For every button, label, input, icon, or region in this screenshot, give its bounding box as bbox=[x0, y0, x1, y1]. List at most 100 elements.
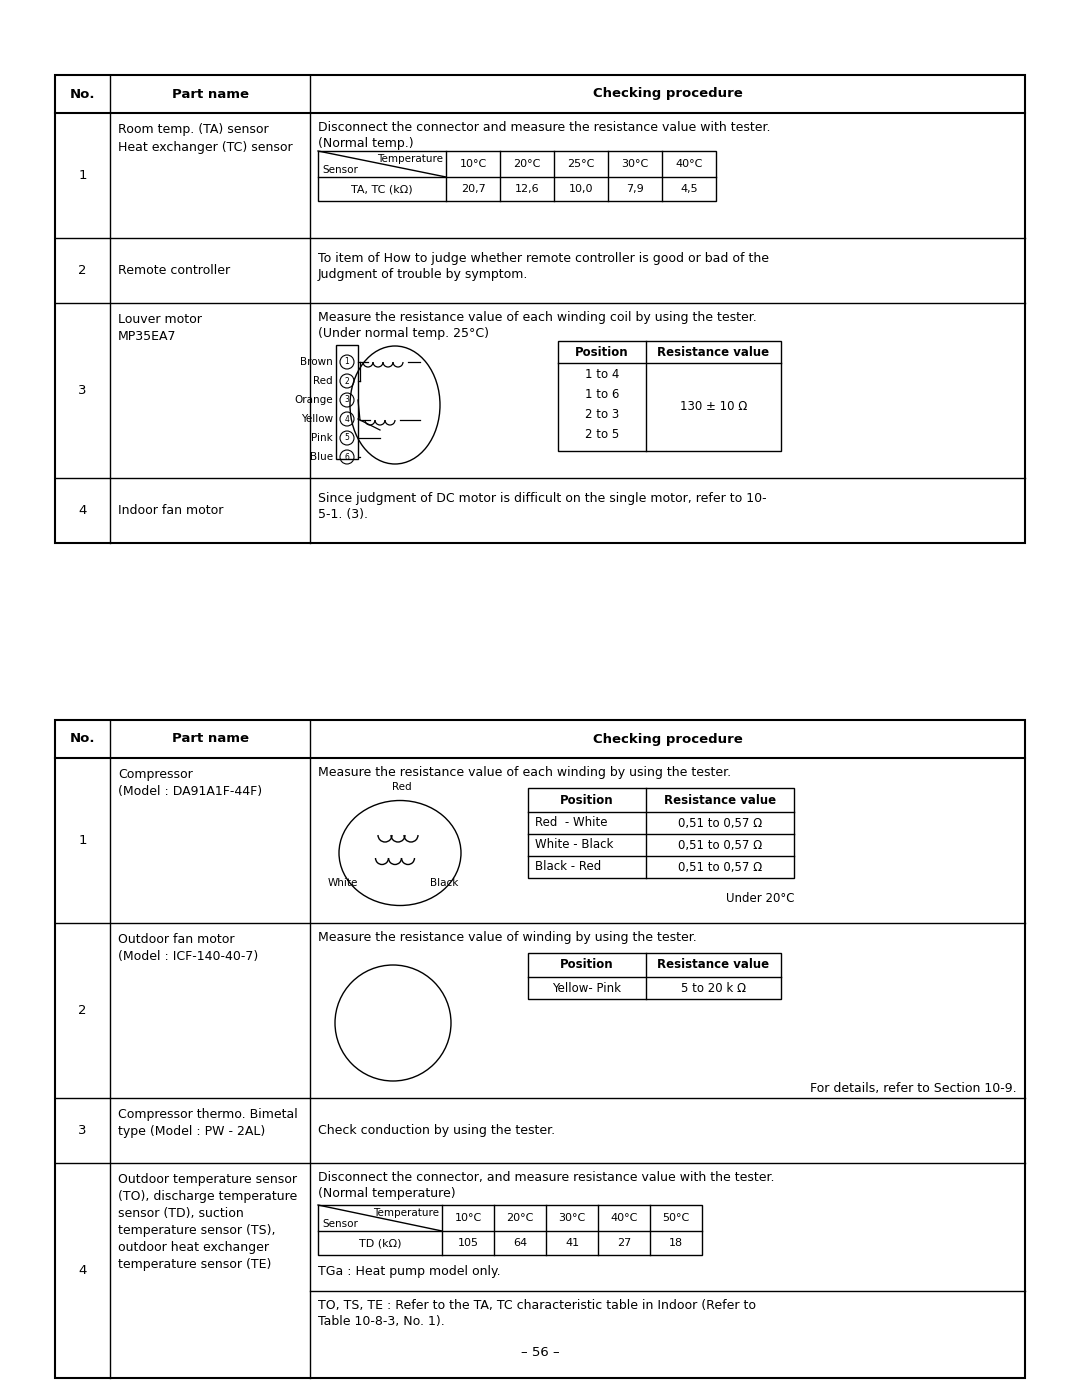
Text: 6: 6 bbox=[345, 453, 350, 461]
Text: Compressor: Compressor bbox=[118, 768, 192, 781]
Text: 0,51 to 0,57 Ω: 0,51 to 0,57 Ω bbox=[678, 838, 762, 852]
Bar bbox=[318, 1206, 702, 1255]
Text: Position: Position bbox=[576, 345, 629, 359]
Text: 30°C: 30°C bbox=[621, 159, 649, 169]
Text: 2 to 5: 2 to 5 bbox=[585, 429, 619, 441]
Text: TD (kΩ): TD (kΩ) bbox=[359, 1238, 402, 1248]
Text: Black: Black bbox=[430, 877, 458, 888]
Bar bbox=[336, 345, 357, 460]
Text: 105: 105 bbox=[458, 1238, 478, 1248]
Text: (Under normal temp. 25°C): (Under normal temp. 25°C) bbox=[318, 327, 489, 339]
Text: 3: 3 bbox=[78, 1125, 86, 1137]
Text: 40°C: 40°C bbox=[675, 159, 703, 169]
Text: Outdoor fan motor: Outdoor fan motor bbox=[118, 933, 234, 946]
Text: 1: 1 bbox=[78, 834, 86, 847]
Text: 5: 5 bbox=[345, 433, 350, 443]
Text: 5 to 20 k Ω: 5 to 20 k Ω bbox=[680, 982, 746, 995]
Text: 2: 2 bbox=[345, 377, 349, 386]
Text: – 56 –: – 56 – bbox=[521, 1345, 559, 1358]
Text: Remote controller: Remote controller bbox=[118, 264, 230, 277]
Text: Checking procedure: Checking procedure bbox=[593, 732, 742, 746]
Text: temperature sensor (TE): temperature sensor (TE) bbox=[118, 1259, 271, 1271]
Text: 10°C: 10°C bbox=[459, 159, 487, 169]
Text: TO, TS, TE : Refer to the TA, TC characteristic table in Indoor (Refer to: TO, TS, TE : Refer to the TA, TC charact… bbox=[318, 1299, 756, 1312]
Text: Part name: Part name bbox=[172, 88, 248, 101]
Text: Table 10-8-3, No. 1).: Table 10-8-3, No. 1). bbox=[318, 1315, 445, 1329]
Text: Part name: Part name bbox=[172, 732, 248, 746]
Text: temperature sensor (TS),: temperature sensor (TS), bbox=[118, 1224, 275, 1236]
Text: Red: Red bbox=[392, 782, 411, 792]
Text: Black - Red: Black - Red bbox=[535, 861, 602, 873]
Text: Since judgment of DC motor is difficult on the single motor, refer to 10-: Since judgment of DC motor is difficult … bbox=[318, 492, 767, 504]
Text: Check conduction by using the tester.: Check conduction by using the tester. bbox=[318, 1125, 555, 1137]
Text: Resistance value: Resistance value bbox=[658, 958, 770, 971]
Text: Heat exchanger (TC) sensor: Heat exchanger (TC) sensor bbox=[118, 141, 293, 154]
Text: outdoor heat exchanger: outdoor heat exchanger bbox=[118, 1241, 269, 1255]
Text: Disconnect the connector, and measure resistance value with the tester.: Disconnect the connector, and measure re… bbox=[318, 1171, 774, 1185]
Text: 4,5: 4,5 bbox=[680, 184, 698, 194]
Text: 1: 1 bbox=[345, 358, 349, 366]
Text: 10,0: 10,0 bbox=[569, 184, 593, 194]
Text: 2: 2 bbox=[78, 264, 86, 277]
Text: 2: 2 bbox=[78, 1004, 86, 1017]
Text: Brown: Brown bbox=[300, 358, 333, 367]
Text: No.: No. bbox=[70, 732, 95, 746]
Text: Room temp. (TA) sensor: Room temp. (TA) sensor bbox=[118, 123, 269, 136]
Text: Blue: Blue bbox=[310, 453, 333, 462]
Text: 4: 4 bbox=[79, 1264, 86, 1277]
Text: Measure the resistance value of each winding coil by using the tester.: Measure the resistance value of each win… bbox=[318, 312, 757, 324]
Text: Position: Position bbox=[561, 958, 613, 971]
Text: 20,7: 20,7 bbox=[461, 184, 485, 194]
Text: White - Black: White - Black bbox=[535, 838, 613, 852]
Text: Measure the resistance value of winding by using the tester.: Measure the resistance value of winding … bbox=[318, 930, 697, 944]
Text: 41: 41 bbox=[565, 1238, 579, 1248]
Text: Measure the resistance value of each winding by using the tester.: Measure the resistance value of each win… bbox=[318, 766, 731, 780]
Text: Louver motor: Louver motor bbox=[118, 313, 202, 326]
Text: Disconnect the connector and measure the resistance value with tester.: Disconnect the connector and measure the… bbox=[318, 122, 770, 134]
Text: Checking procedure: Checking procedure bbox=[593, 88, 742, 101]
Text: 0,51 to 0,57 Ω: 0,51 to 0,57 Ω bbox=[678, 861, 762, 873]
Text: 4: 4 bbox=[79, 504, 86, 517]
Text: No.: No. bbox=[70, 88, 95, 101]
Text: (TO), discharge temperature: (TO), discharge temperature bbox=[118, 1190, 297, 1203]
Text: Resistance value: Resistance value bbox=[658, 345, 770, 359]
Text: 1 to 4: 1 to 4 bbox=[584, 369, 619, 381]
Text: Resistance value: Resistance value bbox=[664, 793, 777, 806]
Text: 27: 27 bbox=[617, 1238, 631, 1248]
Bar bbox=[55, 75, 1025, 543]
Text: 130 ± 10 Ω: 130 ± 10 Ω bbox=[679, 401, 747, 414]
Text: Temperature: Temperature bbox=[377, 154, 443, 163]
Bar bbox=[318, 151, 716, 201]
Text: Indoor fan motor: Indoor fan motor bbox=[118, 504, 224, 517]
Text: Pink: Pink bbox=[311, 433, 333, 443]
Text: Sensor: Sensor bbox=[322, 1220, 357, 1229]
Text: To item of How to judge whether remote controller is good or bad of the: To item of How to judge whether remote c… bbox=[318, 251, 769, 265]
Text: 1 to 6: 1 to 6 bbox=[584, 388, 619, 401]
Text: (Normal temp.): (Normal temp.) bbox=[318, 137, 414, 149]
Text: sensor (TD), suction: sensor (TD), suction bbox=[118, 1207, 244, 1220]
Text: 12,6: 12,6 bbox=[515, 184, 539, 194]
Text: 0,51 to 0,57 Ω: 0,51 to 0,57 Ω bbox=[678, 816, 762, 830]
Text: 1: 1 bbox=[78, 169, 86, 182]
Text: Position: Position bbox=[561, 793, 613, 806]
Text: Judgment of trouble by symptom.: Judgment of trouble by symptom. bbox=[318, 268, 528, 281]
Text: (Model : ICF-140-40-7): (Model : ICF-140-40-7) bbox=[118, 950, 258, 963]
Text: 30°C: 30°C bbox=[558, 1213, 585, 1222]
Bar bbox=[528, 788, 794, 877]
Text: Temperature: Temperature bbox=[373, 1208, 438, 1218]
Text: TA, TC (kΩ): TA, TC (kΩ) bbox=[351, 184, 413, 194]
Text: (Normal temperature): (Normal temperature) bbox=[318, 1187, 456, 1200]
Text: Sensor: Sensor bbox=[322, 165, 357, 175]
Text: 7,9: 7,9 bbox=[626, 184, 644, 194]
Text: 20°C: 20°C bbox=[507, 1213, 534, 1222]
Text: Yellow- Pink: Yellow- Pink bbox=[553, 982, 621, 995]
Bar bbox=[55, 719, 1025, 1377]
Text: 40°C: 40°C bbox=[610, 1213, 637, 1222]
Text: Outdoor temperature sensor: Outdoor temperature sensor bbox=[118, 1173, 297, 1186]
Text: type (Model : PW - 2AL): type (Model : PW - 2AL) bbox=[118, 1125, 266, 1139]
Bar bbox=[528, 953, 781, 999]
Text: 25°C: 25°C bbox=[567, 159, 595, 169]
Text: 4: 4 bbox=[345, 415, 350, 423]
Text: TGa : Heat pump model only.: TGa : Heat pump model only. bbox=[318, 1266, 501, 1278]
Text: 18: 18 bbox=[669, 1238, 683, 1248]
